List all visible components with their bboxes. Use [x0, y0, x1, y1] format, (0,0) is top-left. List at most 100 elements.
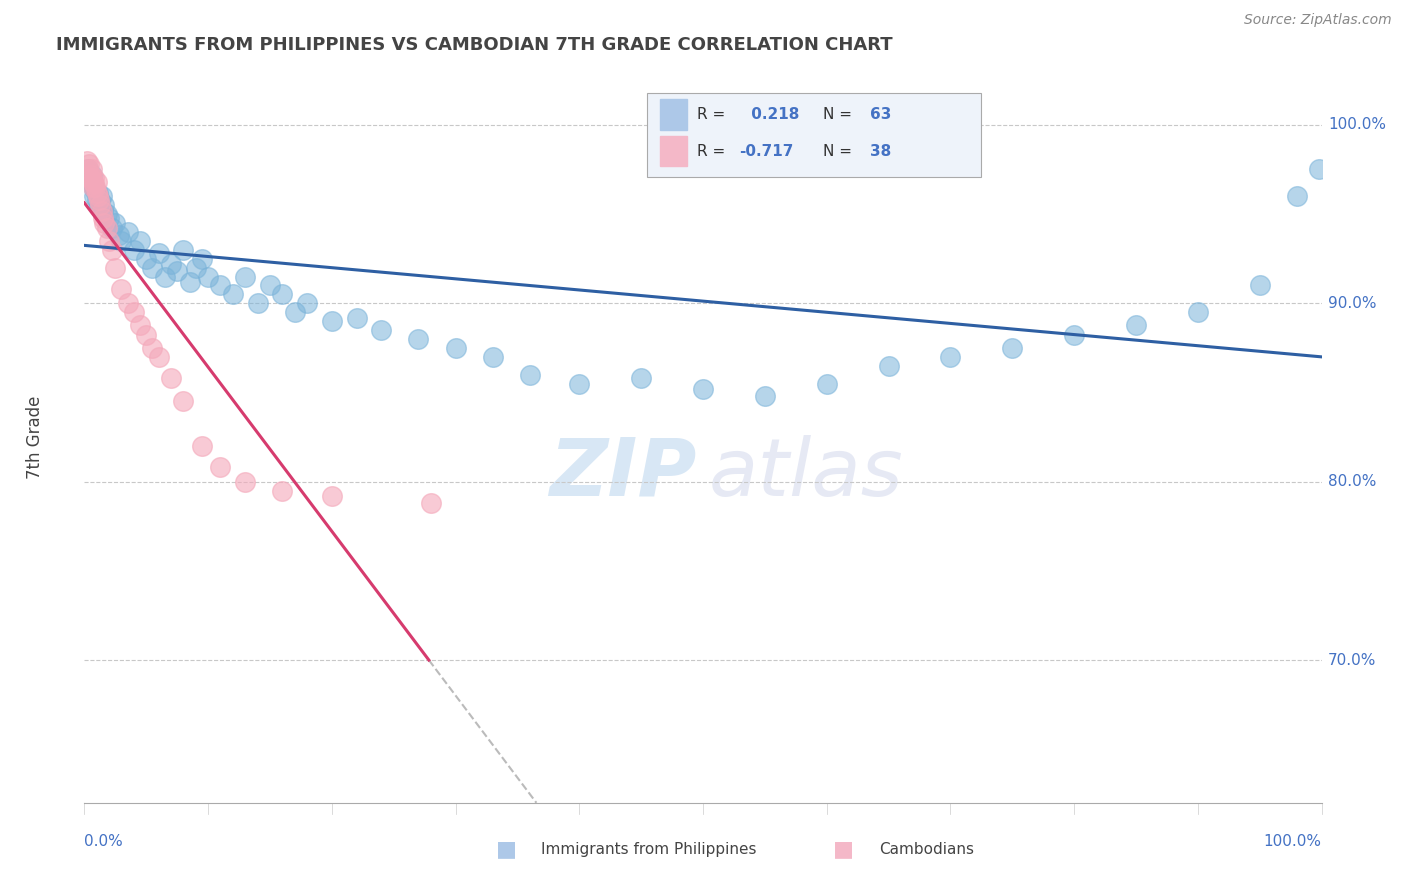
Point	[87, 189, 110, 203]
Text: 100.0%: 100.0%	[1264, 834, 1322, 849]
Point	[444, 341, 467, 355]
Point	[91, 203, 114, 218]
Point	[117, 225, 139, 239]
Point	[568, 376, 591, 391]
Text: N =: N =	[823, 107, 856, 122]
Point	[1187, 305, 1209, 319]
Point	[89, 198, 111, 212]
Point	[98, 234, 121, 248]
Text: ■: ■	[496, 839, 516, 859]
Text: 70.0%: 70.0%	[1327, 653, 1376, 667]
Text: ZIP: ZIP	[550, 434, 697, 513]
Point	[83, 171, 105, 186]
Point	[86, 193, 108, 207]
Point	[197, 269, 219, 284]
Point	[141, 260, 163, 275]
Text: IMMIGRANTS FROM PHILIPPINES VS CAMBODIAN 7TH GRADE CORRELATION CHART: IMMIGRANTS FROM PHILIPPINES VS CAMBODIAN…	[56, 36, 893, 54]
Point	[87, 186, 110, 200]
Point	[110, 282, 132, 296]
Text: Cambodians: Cambodians	[879, 842, 974, 856]
Point	[96, 207, 118, 221]
Point	[122, 243, 145, 257]
FancyBboxPatch shape	[659, 136, 688, 167]
Point	[148, 246, 170, 260]
Point	[100, 243, 122, 257]
Point	[153, 269, 176, 284]
Point	[89, 198, 111, 212]
Point	[160, 371, 183, 385]
Point	[160, 257, 183, 271]
Point	[84, 180, 107, 194]
Point	[90, 189, 112, 203]
Point	[108, 228, 131, 243]
Text: -0.717: -0.717	[740, 144, 793, 159]
Point	[104, 260, 127, 275]
Point	[271, 287, 294, 301]
Point	[754, 389, 776, 403]
Point	[84, 184, 107, 198]
Point	[141, 341, 163, 355]
Point	[98, 211, 121, 225]
Point	[82, 180, 104, 194]
Point	[630, 371, 652, 385]
Point	[222, 287, 245, 301]
Point	[148, 350, 170, 364]
Point	[79, 175, 101, 189]
Text: 0.0%: 0.0%	[84, 834, 124, 849]
Point	[408, 332, 430, 346]
Text: atlas: atlas	[709, 434, 904, 513]
Point	[79, 171, 101, 186]
Text: 7th Grade: 7th Grade	[25, 395, 44, 479]
Point	[100, 221, 122, 235]
Point	[1125, 318, 1147, 332]
FancyBboxPatch shape	[659, 99, 688, 130]
Point	[481, 350, 503, 364]
Point	[80, 162, 103, 177]
Point	[172, 394, 194, 409]
Point	[692, 382, 714, 396]
Point	[321, 314, 343, 328]
Text: R =: R =	[697, 144, 730, 159]
Point	[172, 243, 194, 257]
Point	[321, 489, 343, 503]
Point	[79, 171, 101, 186]
Text: Immigrants from Philippines: Immigrants from Philippines	[541, 842, 756, 856]
Point	[233, 269, 256, 284]
Point	[1308, 162, 1330, 177]
Text: 0.218: 0.218	[747, 107, 800, 122]
Point	[259, 278, 281, 293]
Point	[209, 278, 232, 293]
Point	[346, 310, 368, 325]
Point	[104, 216, 127, 230]
Point	[83, 189, 105, 203]
Text: ■: ■	[834, 839, 853, 859]
Point	[76, 153, 98, 168]
Point	[93, 216, 115, 230]
Point	[110, 234, 132, 248]
Point	[166, 264, 188, 278]
Point	[82, 175, 104, 189]
Point	[77, 162, 100, 177]
Point	[129, 234, 152, 248]
Point	[83, 177, 105, 191]
Point	[209, 460, 232, 475]
Point	[271, 483, 294, 498]
Point	[79, 168, 101, 182]
Point	[90, 203, 112, 218]
Text: 100.0%: 100.0%	[1327, 118, 1386, 132]
Point	[93, 198, 115, 212]
Point	[1249, 278, 1271, 293]
Text: 80.0%: 80.0%	[1327, 475, 1376, 489]
Point	[1285, 189, 1308, 203]
Point	[179, 275, 201, 289]
Point	[117, 296, 139, 310]
Point	[86, 175, 108, 189]
Point	[1001, 341, 1024, 355]
FancyBboxPatch shape	[647, 94, 981, 178]
Text: 38: 38	[870, 144, 891, 159]
Point	[89, 193, 111, 207]
Point	[129, 318, 152, 332]
Text: N =: N =	[823, 144, 856, 159]
Point	[370, 323, 392, 337]
Point	[939, 350, 962, 364]
